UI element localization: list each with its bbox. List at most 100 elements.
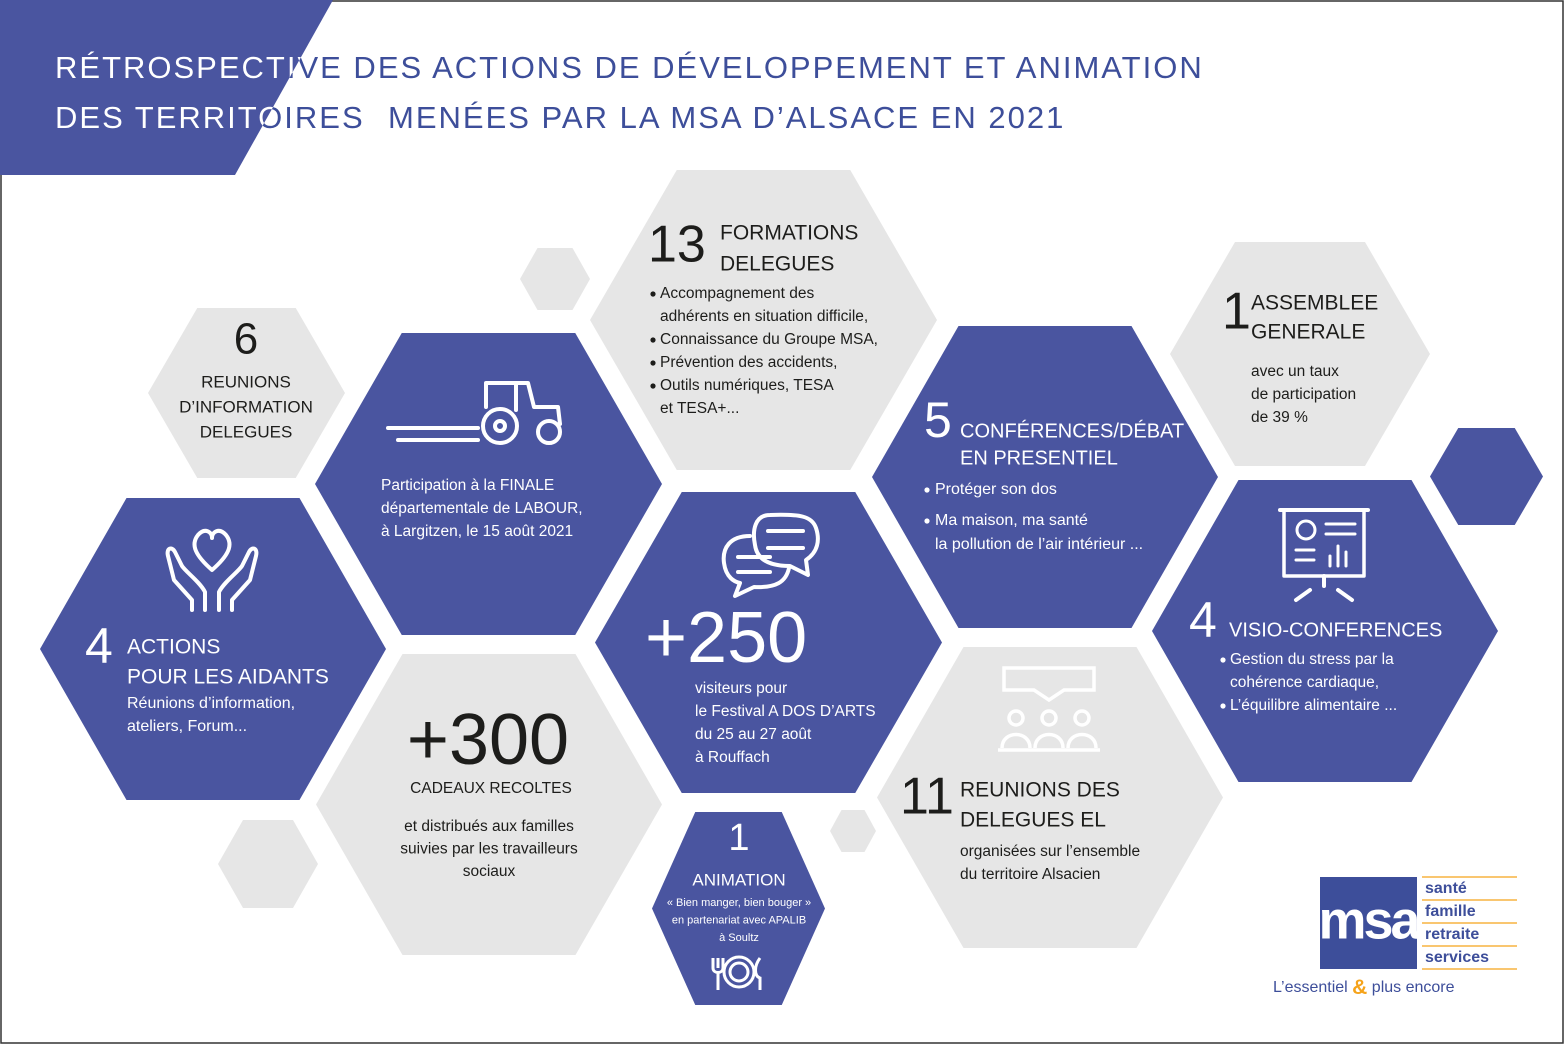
chat-icon bbox=[721, 512, 820, 598]
hexagon bbox=[652, 812, 825, 1005]
hexagon bbox=[872, 326, 1218, 628]
number: 13 bbox=[648, 216, 706, 274]
tagline: L’essentiel & plus encore bbox=[1273, 976, 1455, 999]
tractor-icon bbox=[386, 381, 562, 445]
hexagon bbox=[148, 308, 345, 478]
hexagons bbox=[40, 170, 1543, 1005]
hands-heart-icon bbox=[165, 528, 259, 612]
title-line: RÉTROSPECTIVE DES ACTIONS DE DÉVELOPPEME… bbox=[55, 50, 1204, 85]
text-line: avec un taux bbox=[1251, 363, 1339, 380]
text-line: visiteurs pour bbox=[695, 680, 787, 697]
number: 1 bbox=[1222, 283, 1251, 341]
logo-word: services bbox=[1425, 949, 1489, 966]
text-line: à Rouffach bbox=[695, 749, 770, 766]
text-line: Ma maison, ma santé bbox=[935, 512, 1088, 529]
bullet bbox=[650, 291, 656, 297]
number: 4 bbox=[1189, 592, 1217, 648]
text-line: Accompagnement des bbox=[660, 285, 814, 302]
logo-word: retraite bbox=[1425, 926, 1479, 943]
number: 1 bbox=[728, 817, 749, 859]
text-line: Réunions d’information, bbox=[127, 695, 295, 712]
text-line: à Largitzen, le 15 août 2021 bbox=[381, 523, 573, 540]
text-line: ateliers, Forum... bbox=[127, 718, 247, 735]
logo-word: santé bbox=[1425, 880, 1467, 897]
hexagon bbox=[316, 654, 662, 955]
bullet bbox=[924, 487, 930, 493]
text-line: ANIMATION bbox=[692, 870, 785, 889]
text-line: ACTIONS bbox=[127, 636, 220, 659]
text-line: Outils numériques, TESA bbox=[660, 377, 834, 394]
meal-icon bbox=[711, 955, 762, 990]
msa-logo: msa santé famille retraite services L’essen… bbox=[1273, 876, 1517, 999]
number: 6 bbox=[234, 315, 258, 364]
bullet bbox=[650, 360, 656, 366]
text-line: Gestion du stress par la bbox=[1230, 651, 1394, 668]
title: RÉTROSPECTIVE DES ACTIONS DE DÉVELOPPEME… bbox=[55, 50, 1204, 135]
number: 11 bbox=[900, 768, 954, 826]
text-line: de 39 % bbox=[1251, 409, 1308, 426]
tagline-amp: & bbox=[1352, 976, 1367, 999]
text-line: DELEGUES bbox=[720, 253, 834, 276]
tagline-text: L’essentiel bbox=[1273, 979, 1348, 996]
hexagon bbox=[218, 820, 318, 908]
text-line: à Soultz bbox=[719, 932, 759, 944]
text-line: GENERALE bbox=[1251, 321, 1365, 344]
text-line: Participation à la FINALE bbox=[381, 477, 554, 494]
logo-word: famille bbox=[1425, 903, 1476, 920]
text-line: cohérence cardiaque, bbox=[1230, 674, 1379, 691]
hexagon bbox=[1170, 242, 1430, 466]
text-line: L’équilibre alimentaire ... bbox=[1230, 697, 1397, 714]
text-line: sociaux bbox=[463, 863, 516, 880]
text-line: « Bien manger, bien bouger » bbox=[667, 897, 811, 909]
text-line: du 25 au 27 août bbox=[695, 726, 812, 743]
meeting-icon bbox=[998, 666, 1100, 752]
text-line: D’INFORMATION bbox=[179, 397, 313, 416]
text-line: REUNIONS bbox=[201, 372, 291, 391]
text-line: départementale de LABOUR, bbox=[381, 500, 583, 517]
text-line: CONFÉRENCES/DÉBAT bbox=[960, 419, 1184, 442]
text-line: et distribués aux familles bbox=[404, 818, 574, 835]
text-line: de participation bbox=[1251, 386, 1356, 403]
text-line: EN PRESENTIEL bbox=[960, 447, 1118, 469]
presentation-icon bbox=[1278, 508, 1370, 602]
hexagon bbox=[830, 810, 876, 852]
hexagon bbox=[877, 647, 1223, 948]
title-line: MENÉES PAR LA MSA D’ALSACE EN 2021 bbox=[388, 100, 1065, 135]
text-line: DELEGUES bbox=[200, 422, 293, 441]
text-line: organisées sur l’ensemble bbox=[960, 843, 1140, 860]
hexagon bbox=[40, 498, 386, 800]
bullet bbox=[1220, 703, 1226, 709]
bullet bbox=[924, 518, 930, 524]
text-line: et TESA+... bbox=[660, 400, 739, 417]
hexagon bbox=[595, 492, 942, 793]
bullet bbox=[650, 337, 656, 343]
hexagon bbox=[1430, 428, 1543, 525]
bullet bbox=[1220, 657, 1226, 663]
text-line: adhérents en situation difficile, bbox=[660, 308, 868, 325]
bullet bbox=[650, 383, 656, 389]
hexagon bbox=[520, 248, 590, 310]
text-line: du territoire Alsacien bbox=[960, 866, 1100, 883]
text-line: REUNIONS DES bbox=[960, 779, 1120, 802]
text-line: en partenariat avec APALIB bbox=[672, 914, 806, 926]
corner-band bbox=[0, 0, 333, 175]
text-line: le Festival A DOS D’ARTS bbox=[695, 703, 876, 720]
text-line: la pollution de l’air intérieur ... bbox=[935, 536, 1143, 553]
text-line: Protéger son dos bbox=[935, 481, 1057, 498]
logo-words: santé famille retraite services bbox=[1422, 876, 1517, 970]
number: +300 bbox=[407, 700, 569, 780]
hexagon bbox=[590, 170, 937, 470]
hexagon bbox=[315, 333, 662, 635]
text-line: ASSEMBLEE bbox=[1251, 292, 1378, 315]
tagline-text: plus encore bbox=[1372, 979, 1455, 996]
number: 4 bbox=[85, 618, 113, 674]
hexagon bbox=[1152, 480, 1498, 782]
title-line: DES TERRITOIRES bbox=[55, 100, 365, 135]
text-line: VISIO-CONFERENCES bbox=[1229, 619, 1442, 641]
number: +250 bbox=[645, 598, 807, 678]
logo-square bbox=[1320, 877, 1417, 969]
number: 5 bbox=[924, 392, 952, 448]
text-line: Connaissance du Groupe MSA, bbox=[660, 331, 878, 348]
